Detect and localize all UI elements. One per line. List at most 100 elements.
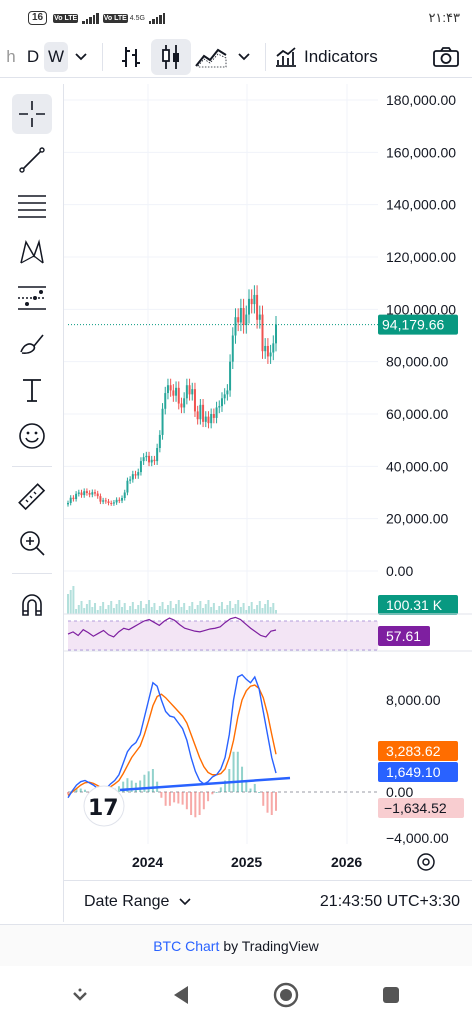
text-tool-button[interactable] — [12, 370, 52, 410]
candle — [166, 385, 169, 394]
home-icon[interactable] — [272, 981, 300, 1009]
back-icon[interactable] — [170, 984, 192, 1006]
candle — [177, 387, 180, 404]
date-range-label: Date Range — [84, 892, 170, 910]
chart-area[interactable]: 180,000.00 160,000.00 140,000.00 120,000.00… — [64, 84, 472, 884]
candles-chart-type-button[interactable] — [151, 38, 191, 75]
volume-bar — [258, 601, 261, 614]
date-range-button[interactable]: Date Range — [84, 893, 191, 911]
volume-bar — [129, 606, 132, 614]
volume-bar — [202, 608, 205, 614]
candle — [137, 472, 140, 476]
bars-icon — [122, 46, 140, 67]
candle — [107, 501, 110, 503]
magnet-tool-button[interactable] — [12, 584, 52, 624]
signal-icon-1 — [82, 12, 99, 24]
crosshair-tool-button[interactable] — [11, 94, 52, 134]
toolbar-divider — [102, 42, 103, 71]
volume-bar — [242, 603, 245, 614]
volume-bar — [247, 606, 250, 614]
volume-bar — [229, 601, 232, 614]
tradingview-logo[interactable] — [83, 785, 125, 827]
chart-type-dropdown-button[interactable] — [231, 39, 257, 75]
system-nav-bar — [0, 966, 472, 1024]
candle — [115, 499, 118, 503]
area-chart-type-button[interactable] — [191, 39, 231, 75]
price-chart[interactable]: 180,000.00 160,000.00 140,000.00 120,000.00… — [64, 84, 472, 884]
text-icon — [22, 379, 41, 402]
zoom-tool-button[interactable] — [12, 523, 52, 563]
signal-line — [67, 684, 277, 796]
macd-histogram-bar — [168, 792, 171, 806]
candle — [266, 345, 269, 357]
candle — [131, 474, 134, 480]
volume-bar — [94, 603, 97, 614]
candle — [183, 398, 186, 408]
pattern-tool-button[interactable] — [12, 232, 52, 272]
volume-bar — [237, 600, 240, 614]
trend-line-tool-button[interactable] — [12, 140, 52, 180]
volume-bar — [80, 601, 83, 614]
rsi-line — [67, 616, 277, 638]
snapshot-button[interactable] — [426, 39, 466, 75]
candle — [215, 407, 218, 418]
candle — [102, 500, 105, 502]
timeframe-dropdown-button[interactable] — [68, 39, 94, 75]
volume-bar — [107, 605, 110, 614]
volume-bar — [215, 610, 218, 614]
prediction-tool-button[interactable] — [12, 278, 52, 318]
macd-histogram-bar — [185, 792, 188, 810]
chevron-down-icon — [179, 897, 191, 905]
timeframe-hour-button[interactable]: h — [6, 46, 16, 66]
volume-bar — [261, 608, 264, 614]
volume-bar — [142, 608, 145, 614]
candle — [91, 492, 94, 495]
volume-bar — [185, 610, 188, 614]
brush-tool-button[interactable] — [12, 324, 52, 364]
indicators-button[interactable]: Indicators — [274, 46, 378, 68]
macd-histogram-bar — [160, 792, 163, 798]
candle — [210, 414, 213, 424]
macd-histogram-bar — [79, 788, 82, 792]
volume-bar — [137, 605, 140, 614]
settings-icon[interactable] — [417, 853, 435, 871]
volume-label: 100.31 K — [386, 597, 443, 613]
bar-chart-type-button[interactable] — [111, 39, 151, 75]
btc-chart-link[interactable]: BTC Chart — [153, 937, 220, 954]
volume-bar — [272, 603, 275, 614]
timezone-clock[interactable]: 21:43:50 UTC+3:30 — [319, 892, 460, 910]
candle — [123, 492, 126, 498]
recents-icon[interactable] — [380, 984, 402, 1006]
candle — [220, 398, 223, 407]
candle — [202, 404, 205, 422]
candle — [275, 324, 277, 344]
macd-histogram-bar — [134, 782, 137, 792]
candle — [134, 474, 137, 476]
candle — [121, 497, 124, 501]
rsi-tag-bg — [378, 626, 430, 646]
keyboard-hide-icon[interactable] — [70, 985, 90, 1005]
price-axis-label: 0.00 — [386, 563, 413, 579]
candle — [129, 479, 132, 481]
xabcd-pattern-icon — [19, 239, 44, 264]
macd-histogram-bar — [253, 783, 256, 792]
fib-retracement-tool-button[interactable] — [12, 186, 52, 226]
measure-tool-button[interactable] — [12, 477, 52, 517]
timeframe-day-button[interactable]: D — [26, 46, 40, 66]
candle — [234, 317, 237, 336]
timeframe-week-button[interactable]: W — [44, 41, 68, 72]
volume-bar — [239, 607, 242, 614]
candle — [258, 314, 261, 320]
hist-tag-bg — [378, 798, 464, 818]
volume-bar — [88, 600, 91, 614]
time-axis-label: 2025 — [231, 854, 262, 870]
volume-bar — [250, 602, 253, 614]
macd-histogram-bar — [173, 792, 176, 803]
time-axis-label: 2026 — [331, 854, 362, 870]
drawn-trend-line[interactable] — [119, 776, 291, 792]
price-axis-label: 160,000.00 — [386, 144, 456, 160]
candle — [161, 408, 164, 435]
candle — [231, 335, 234, 362]
candle — [164, 393, 167, 409]
emoji-tool-button[interactable] — [12, 416, 52, 456]
